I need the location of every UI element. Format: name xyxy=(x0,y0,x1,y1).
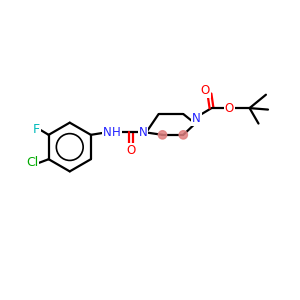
Text: N: N xyxy=(192,112,201,125)
Text: O: O xyxy=(225,102,234,115)
Text: Cl: Cl xyxy=(26,156,38,169)
Text: N: N xyxy=(139,126,148,139)
Text: N: N xyxy=(103,126,112,139)
Text: O: O xyxy=(126,144,135,158)
Text: H: H xyxy=(112,126,121,139)
Circle shape xyxy=(158,131,166,139)
Text: O: O xyxy=(200,84,210,98)
Text: F: F xyxy=(33,123,40,136)
Circle shape xyxy=(179,131,188,139)
